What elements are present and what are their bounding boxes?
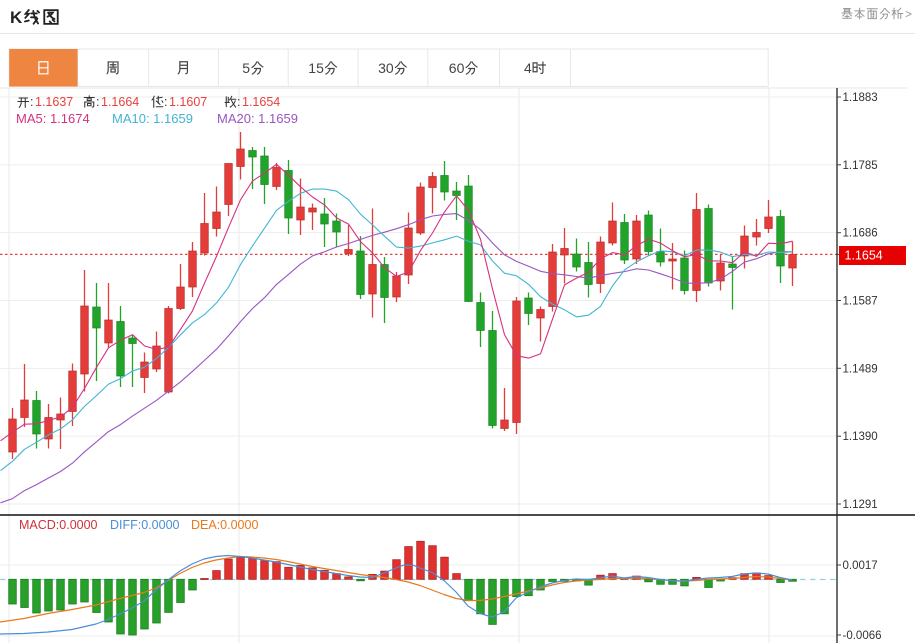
svg-text:5: 5 (242, 60, 250, 76)
svg-text:MA5: 1.1674: MA5: 1.1674 (16, 111, 90, 126)
svg-text:MA20: 1.1659: MA20: 1.1659 (217, 111, 298, 126)
svg-text:1.1390: 1.1390 (843, 431, 878, 443)
svg-text:1.1637: 1.1637 (35, 95, 73, 109)
svg-text:-0.0066: -0.0066 (843, 630, 882, 642)
svg-text:DEA:0.0000: DEA:0.0000 (191, 518, 258, 532)
svg-text:DIFF:0.0000: DIFF:0.0000 (110, 518, 180, 532)
svg-text:1.1883: 1.1883 (843, 92, 878, 104)
svg-text:1.1785: 1.1785 (843, 160, 878, 172)
svg-text:15: 15 (308, 60, 324, 76)
svg-text:MACD:0.0000: MACD:0.0000 (19, 518, 98, 532)
svg-text::: : (237, 95, 240, 109)
svg-text:1.1654: 1.1654 (242, 95, 280, 109)
svg-text:0.0017: 0.0017 (843, 560, 878, 572)
svg-text:1.1607: 1.1607 (169, 95, 207, 109)
svg-text:4: 4 (524, 60, 532, 76)
svg-text:1.1686: 1.1686 (843, 228, 878, 240)
svg-text:30: 30 (378, 60, 394, 76)
svg-text::: : (30, 95, 33, 109)
svg-text:>: > (905, 7, 912, 21)
svg-text:MA10: 1.1659: MA10: 1.1659 (112, 111, 193, 126)
svg-text:1.1489: 1.1489 (843, 363, 878, 375)
svg-text:1.1291: 1.1291 (843, 499, 878, 511)
svg-text:1.1587: 1.1587 (843, 296, 878, 308)
svg-text:1.1654: 1.1654 (845, 249, 883, 263)
svg-text:1.1664: 1.1664 (101, 95, 139, 109)
svg-text:60: 60 (449, 60, 465, 76)
svg-text:K: K (10, 8, 23, 27)
svg-text::: : (96, 95, 99, 109)
svg-text::: : (164, 95, 167, 109)
